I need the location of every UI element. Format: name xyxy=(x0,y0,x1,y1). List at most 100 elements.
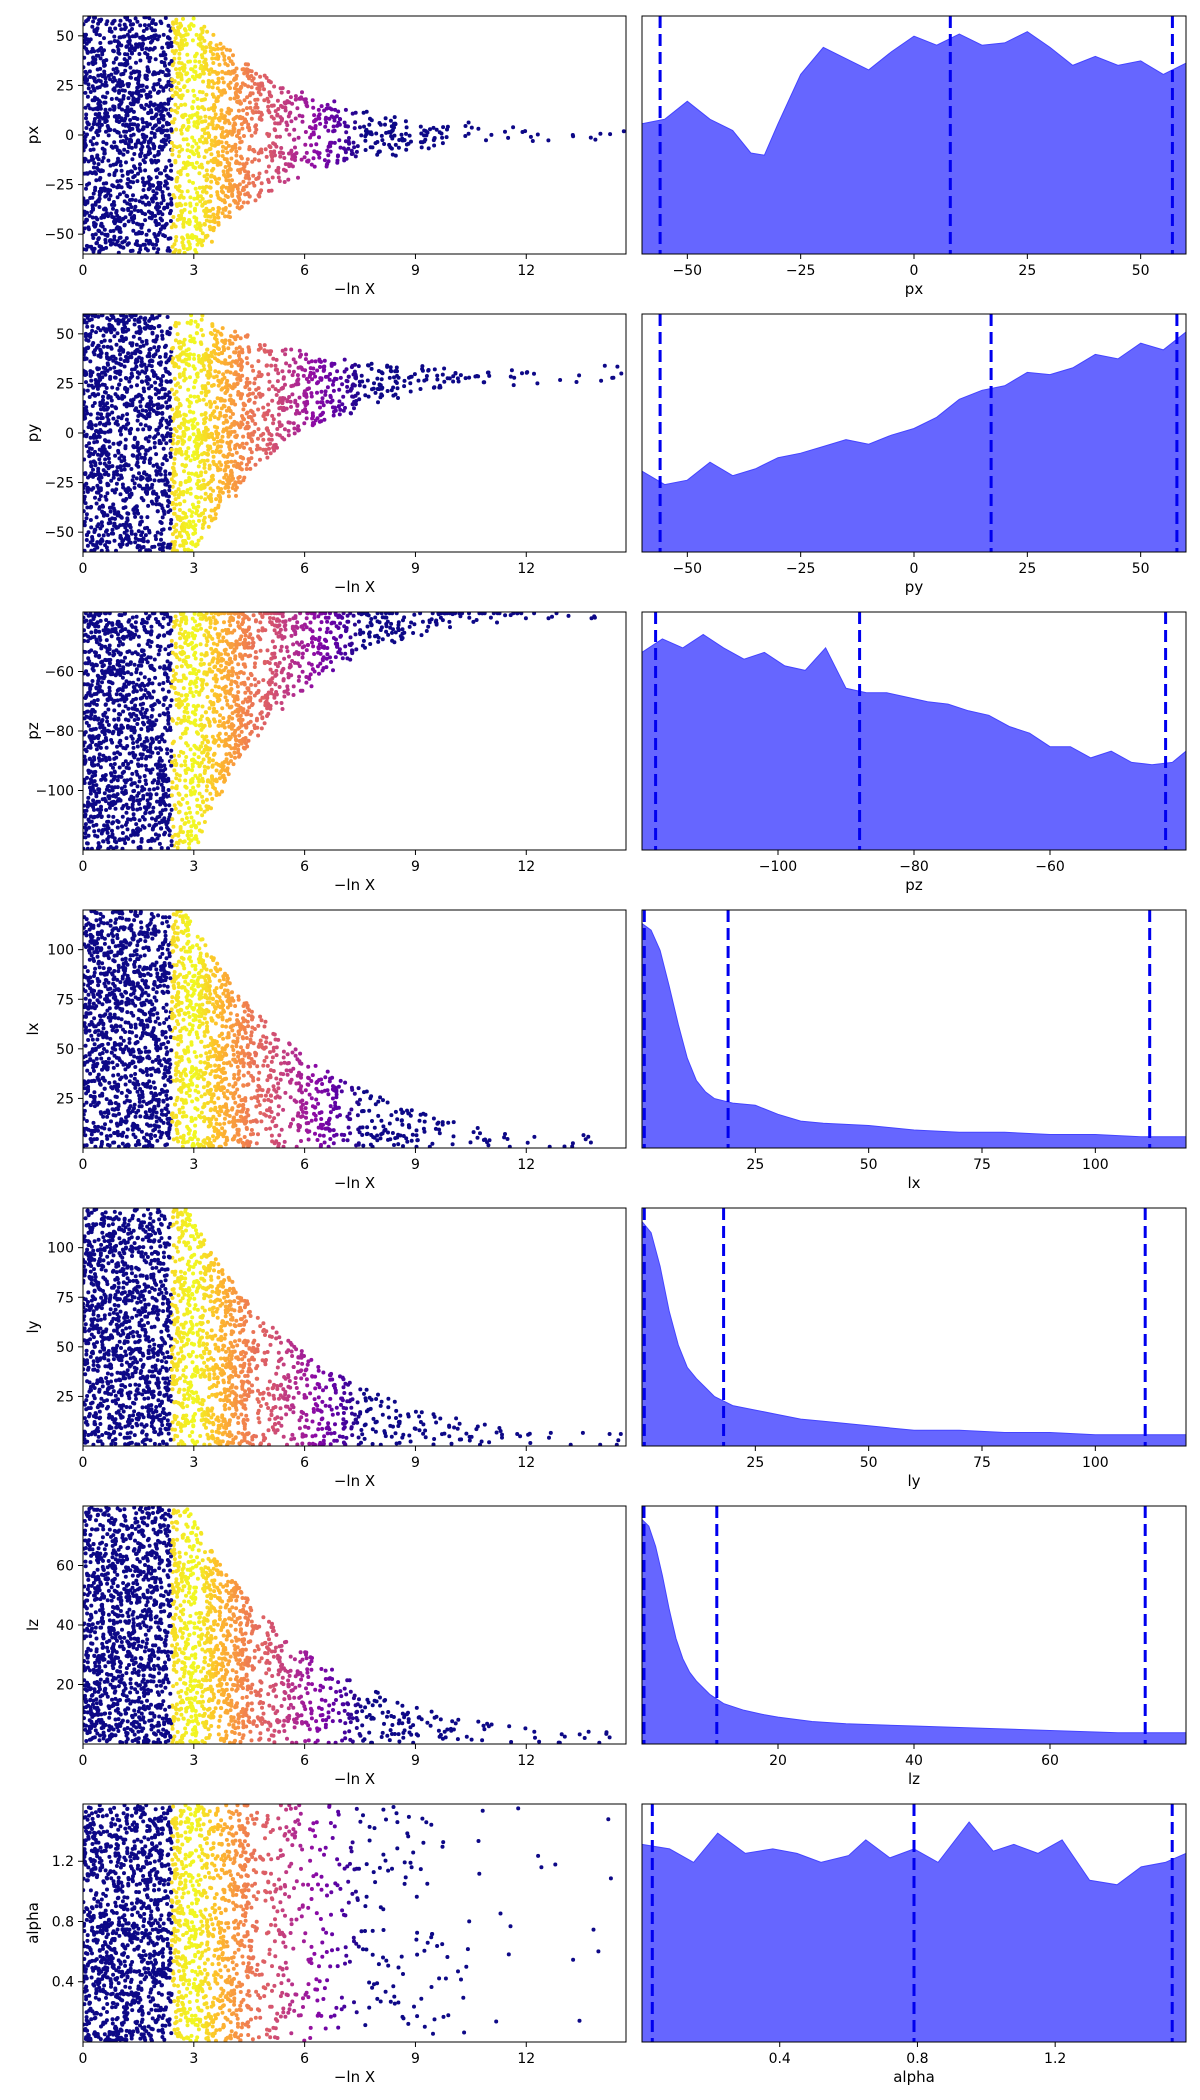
scatter-point xyxy=(198,33,203,38)
scatter-point xyxy=(167,192,172,197)
scatter-point xyxy=(106,158,111,163)
scatter-point xyxy=(161,527,166,532)
scatter-point xyxy=(181,137,186,142)
scatter-point xyxy=(166,23,171,28)
scatter-point xyxy=(168,434,173,439)
scatter-point xyxy=(186,142,190,147)
scatter-point xyxy=(90,215,95,220)
scatter-point xyxy=(289,347,294,352)
scatter-point xyxy=(245,420,250,425)
scatter-point xyxy=(143,526,147,531)
scatter-point xyxy=(238,455,243,460)
scatter-point xyxy=(113,453,118,458)
scatter-point xyxy=(188,352,193,357)
scatter-point xyxy=(392,133,397,138)
scatter-point xyxy=(200,525,205,530)
scatter-point xyxy=(336,120,341,125)
scatter-point xyxy=(440,372,445,377)
scatter-point xyxy=(207,115,212,120)
scatter-point xyxy=(86,475,90,480)
scatter-point xyxy=(230,144,235,149)
scatter-point xyxy=(166,79,171,84)
scatter-point xyxy=(235,87,240,92)
scatter-point xyxy=(252,400,257,405)
scatter-point xyxy=(291,383,296,388)
scatter-point xyxy=(195,97,200,101)
scatter-point xyxy=(257,343,262,347)
scatter-point xyxy=(83,148,86,153)
scatter-point xyxy=(141,125,146,130)
scatter-point xyxy=(172,51,177,56)
scatter-point xyxy=(273,109,278,114)
scatter-point xyxy=(91,236,96,240)
scatter-point xyxy=(335,154,340,159)
scatter-point xyxy=(198,228,203,232)
scatter-point xyxy=(188,375,192,380)
scatter-point xyxy=(233,142,238,147)
scatter-point xyxy=(85,489,90,494)
scatter-point xyxy=(88,170,93,175)
scatter-point xyxy=(219,406,224,411)
scatter-point xyxy=(235,377,240,381)
plot-area xyxy=(642,16,1186,254)
scatter-point xyxy=(245,361,250,366)
scatter-point xyxy=(217,62,222,67)
scatter-point xyxy=(140,47,145,52)
scatter-point xyxy=(212,424,217,429)
scatter-point xyxy=(366,363,370,368)
scatter-point xyxy=(135,375,140,380)
scatter-point xyxy=(119,72,124,77)
scatter-point xyxy=(363,134,368,139)
scatter-point xyxy=(218,438,223,443)
scatter-point xyxy=(184,42,189,47)
scatter-point xyxy=(105,481,110,486)
scatter-point xyxy=(266,372,271,377)
scatter-point xyxy=(167,395,172,400)
scatter-point xyxy=(379,377,384,382)
scatter-point xyxy=(225,195,230,199)
scatter-point xyxy=(297,395,302,400)
scatter-point xyxy=(86,122,91,127)
scatter-point xyxy=(157,324,162,328)
scatter-point xyxy=(97,98,102,103)
scatter-point xyxy=(191,352,196,357)
scatter-point xyxy=(258,74,263,79)
scatter-point xyxy=(223,214,227,219)
scatter-point xyxy=(208,45,213,50)
scatter-point xyxy=(209,194,213,198)
scatter-point xyxy=(577,373,582,378)
scatter-point xyxy=(206,369,211,374)
scatter-point xyxy=(251,76,256,81)
scatter-point xyxy=(124,389,129,394)
scatter-point xyxy=(95,386,100,391)
scatter-point xyxy=(176,81,181,86)
scatter-point xyxy=(196,394,200,399)
scatter-point xyxy=(129,492,134,497)
scatter-point xyxy=(105,233,110,238)
scatter-point xyxy=(86,86,91,91)
scatter-point xyxy=(283,382,287,387)
scatter-point xyxy=(235,99,240,104)
scatter-point xyxy=(166,35,170,40)
scatter-point xyxy=(234,83,239,88)
scatter-point xyxy=(118,544,123,549)
scatter-point xyxy=(314,142,319,147)
scatter-point xyxy=(126,219,131,224)
scatter-point xyxy=(351,394,356,399)
scatter-point xyxy=(200,55,205,60)
scatter-point xyxy=(160,411,165,415)
scatter-point xyxy=(254,71,259,76)
scatter-point xyxy=(240,392,245,397)
scatter-point xyxy=(275,98,280,103)
scatter-point xyxy=(162,205,167,210)
scatter-point xyxy=(108,26,112,31)
scatter-point xyxy=(602,363,607,368)
scatter-point xyxy=(343,405,347,410)
scatter-point xyxy=(123,25,128,30)
scatter-point xyxy=(107,661,112,666)
scatter-point xyxy=(181,492,186,497)
scatter-point xyxy=(185,233,190,238)
scatter-point xyxy=(376,400,380,405)
scatter-point xyxy=(101,533,106,538)
scatter-point xyxy=(184,456,189,461)
